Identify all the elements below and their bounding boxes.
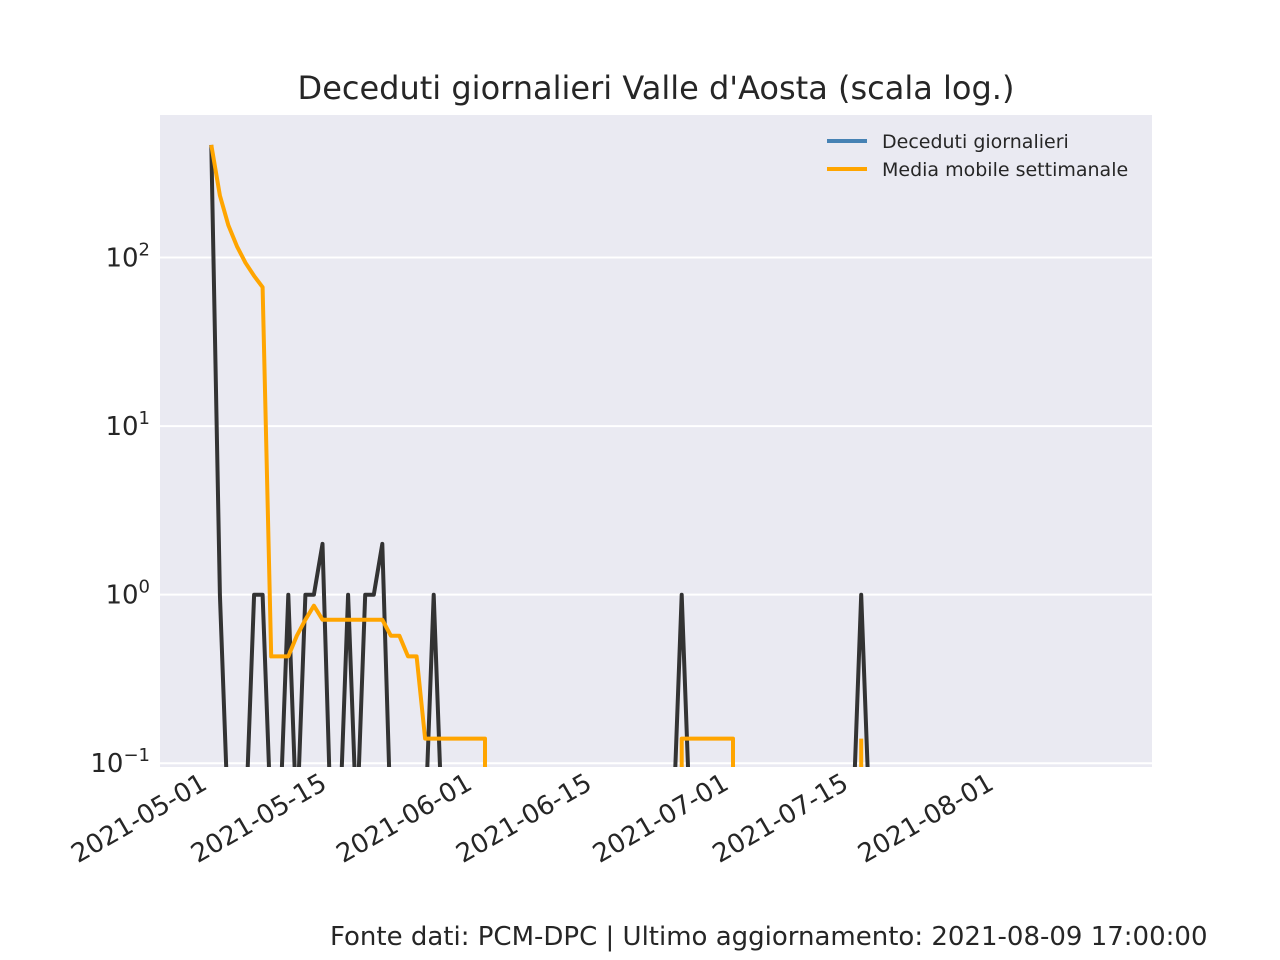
y-tick-label: 100 (105, 577, 150, 611)
legend-label: Media mobile settimanale (882, 159, 1128, 181)
legend: Deceduti giornalieri Media mobile settima… (827, 131, 1128, 181)
plot-area (160, 115, 1152, 767)
series-line-media-mobile-settimanale (209, 144, 864, 767)
y-tick-label: 102 (105, 239, 150, 273)
y-tick-label: 101 (105, 408, 150, 442)
series-line-deceduti-giornalieri (209, 144, 870, 767)
x-tick-label: 2021-07-15 (708, 768, 854, 870)
footer-source: Fonte dati: PCM-DPC | Ultimo aggiornamen… (330, 922, 1208, 952)
x-tick-label: 2021-05-01 (66, 768, 212, 870)
x-tick-label: 2021-06-01 (331, 768, 477, 870)
legend-label: Deceduti giornalieri (882, 131, 1069, 153)
y-tick-label: 10−1 (90, 745, 150, 779)
y-axis: 10−1 100 101 102 (90, 239, 150, 779)
x-tick-label: 2021-05-15 (186, 768, 332, 870)
x-tick-label: 2021-06-15 (451, 768, 597, 870)
x-tick-label: 2021-07-01 (588, 768, 734, 870)
chart-title: Deceduti giornalieri Valle d'Aosta (scal… (298, 69, 1015, 107)
series-layer (209, 144, 870, 767)
x-tick-label: 2021-08-01 (853, 768, 999, 870)
